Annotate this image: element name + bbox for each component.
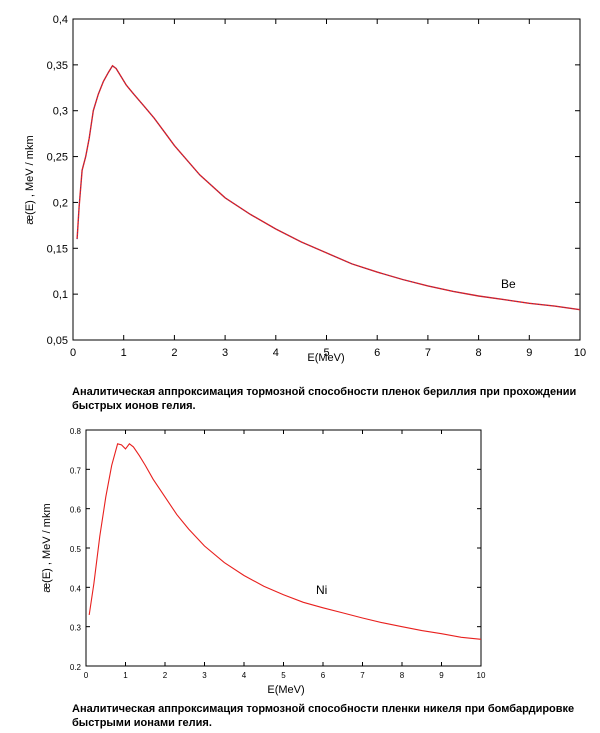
beryllium-chart: 0 1 2 3 4 5 6 7 8 9 10 0,050,10,150,20,250,30,350,… — [24, 14, 586, 364]
chart2-x-tick-label: 10 — [477, 671, 486, 680]
chart2-ticks — [85, 429, 482, 667]
chart2-x-tick-label: 5 — [281, 671, 286, 680]
chart2-y-tick-labels: 0.2 0.3 0.4 0.5 0.6 0.7 0.8 — [70, 427, 82, 672]
chart1-x-tick-label: 6 — [374, 347, 380, 359]
chart1-x-tick-label: 4 — [273, 347, 279, 359]
chart1-x-tick-label: 10 — [574, 347, 586, 359]
chart2-annotation-ni: Ni — [316, 583, 327, 597]
chart2-x-tick-label: 1 — [123, 671, 128, 680]
chart2-x-tick-label: 8 — [400, 671, 405, 680]
chart1-x-tick-label: 5 — [323, 347, 329, 359]
chart1-x-axis-title: E(MeV) — [307, 352, 344, 364]
chart1-plot-area — [72, 18, 581, 341]
chart2-y-tick-label: 0.8 — [70, 427, 82, 436]
chart1-caption: Аналитическая аппроксимация тормозной сп… — [72, 386, 577, 412]
chart2-x-tick-label: 7 — [360, 671, 365, 680]
chart1-x-tick-label: 9 — [526, 347, 532, 359]
nickel-chart: 0 1 2 3 4 5 6 7 8 9 10 0.2 0.3 0.4 0.5 0.6 0.7 0.8 E(MeV… — [41, 427, 486, 696]
chart1-plot-frame — [72, 18, 581, 341]
chart1-series-be-line — [76, 64, 581, 311]
chart1-annotation-be: Be — [501, 277, 516, 291]
chart2-x-tick-label: 3 — [202, 671, 207, 680]
chart2-y-tick-label: 0.5 — [70, 545, 82, 554]
chart1-y-axis-title: æ(E) , MeV / mkm — [24, 135, 36, 224]
chart2-x-axis-title: E(MeV) — [267, 684, 304, 696]
chart2-y-tick-label: 0.2 — [70, 663, 82, 672]
chart2-x-tick-label: 9 — [439, 671, 444, 680]
chart1-x-tick-label: 8 — [476, 347, 482, 359]
chart2-series-ni-line — [88, 443, 482, 640]
chart2-x-tick-label: 6 — [321, 671, 326, 680]
chart1-y-tick-label: 0,25 — [47, 152, 68, 164]
chart1-x-tick-label: 3 — [222, 347, 228, 359]
chart1-x-tick-label: 1 — [121, 347, 127, 359]
chart1-x-tick-labels: 0 1 2 3 4 5 6 7 8 9 10 — [70, 347, 586, 359]
chart1-ticks — [72, 18, 581, 341]
chart1-y-tick-labels: 0,05 0,1 0,15 0,2 0,25 0,3 0,35 0,4 — [47, 14, 68, 347]
chart1-y-tick-label: 0,35 — [47, 60, 68, 72]
chart1-y-tick-label: 0,2 — [53, 197, 68, 209]
chart2-y-tick-label: 0.3 — [70, 624, 82, 633]
chart2-y-axis-title: æ(E) , MeV / mkm — [41, 503, 53, 592]
chart1-y-tick-label: 0,4 — [53, 14, 68, 26]
chart1-x-tick-label: 7 — [425, 347, 431, 359]
chart2-y-tick-label: 0.7 — [70, 466, 82, 475]
chart2-y-tick-label: 0.4 — [70, 584, 82, 593]
chart2-x-tick-label: 2 — [163, 671, 168, 680]
chart1-y-tick-label: 0,05 — [47, 335, 68, 347]
chart1-x-tick-label: 2 — [171, 347, 177, 359]
chart1-y-tick-label: 0,15 — [47, 243, 68, 255]
chart2-y-tick-label: 0.6 — [70, 506, 82, 515]
chart1-y-tick-label: 0,1 — [53, 289, 68, 301]
chart2-caption: Аналитическая аппроксимация тормозной сп… — [72, 703, 575, 729]
chart2-x-tick-labels: 0 1 2 3 4 5 6 7 8 9 10 — [84, 671, 486, 680]
chart1-y-tick-label: 0,3 — [53, 106, 68, 118]
chart1-x-tick-label: 0 — [70, 347, 76, 359]
chart2-x-tick-label: 4 — [242, 671, 247, 680]
chart2-x-tick-label: 0 — [84, 671, 89, 680]
chart1-series-be-dotted-overlay — [76, 65, 581, 311]
